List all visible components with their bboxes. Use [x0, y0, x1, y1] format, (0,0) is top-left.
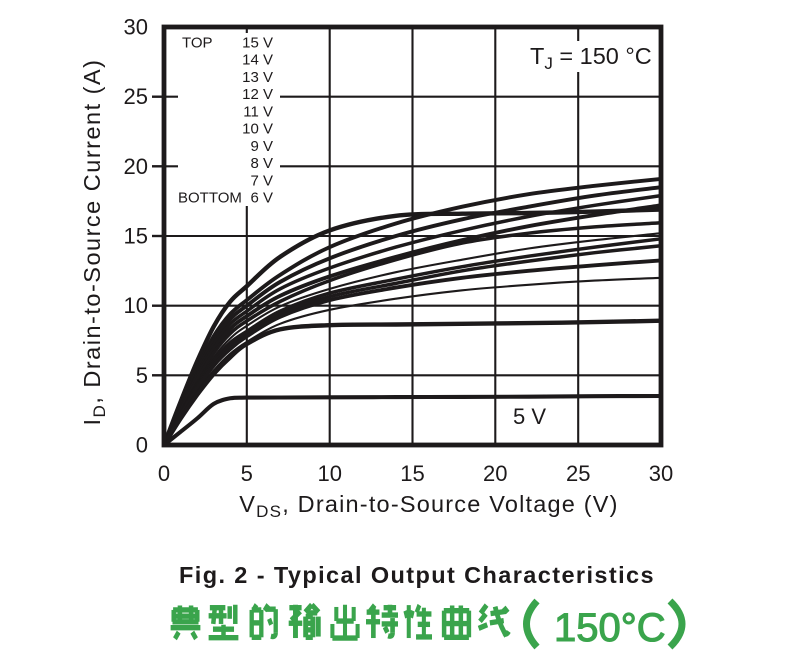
- svg-text:15: 15: [124, 224, 148, 249]
- svg-text:7 V: 7 V: [250, 172, 273, 189]
- svg-text:TOP: TOP: [182, 34, 213, 51]
- svg-text:20: 20: [124, 154, 148, 179]
- svg-text:12 V: 12 V: [242, 86, 273, 103]
- svg-text:20: 20: [483, 461, 507, 486]
- svg-text:0: 0: [158, 461, 170, 486]
- svg-text:25: 25: [566, 461, 590, 486]
- svg-text:14 V: 14 V: [242, 52, 273, 69]
- svg-text:13 V: 13 V: [242, 69, 273, 86]
- svg-text:BOTTOM: BOTTOM: [178, 190, 242, 207]
- svg-text:6 V: 6 V: [250, 190, 273, 207]
- svg-text:25: 25: [124, 84, 148, 109]
- svg-text:0: 0: [136, 433, 148, 458]
- svg-text:30: 30: [124, 15, 148, 40]
- svg-text:9 V: 9 V: [250, 138, 273, 155]
- svg-text:ID, Drain-to-Source Current (A: ID, Drain-to-Source Current (A): [79, 59, 109, 426]
- svg-text:Fig. 2 - Typical Output Charac: Fig. 2 - Typical Output Characteristics: [179, 562, 655, 588]
- svg-text:5 V: 5 V: [513, 404, 546, 429]
- svg-text:30: 30: [649, 461, 673, 486]
- svg-text:10: 10: [124, 293, 148, 318]
- svg-text:150°C: 150°C: [554, 606, 666, 650]
- svg-text:VDS, Drain-to-Source Voltage (: VDS, Drain-to-Source Voltage (V): [239, 491, 618, 521]
- svg-text:5: 5: [241, 461, 253, 486]
- svg-text:15: 15: [400, 461, 424, 486]
- svg-text:15 V: 15 V: [242, 34, 273, 51]
- svg-text:10: 10: [317, 461, 341, 486]
- svg-text:10 V: 10 V: [242, 121, 273, 138]
- svg-text:TJ = 150 °C: TJ = 150 °C: [530, 43, 652, 73]
- svg-text:8 V: 8 V: [250, 155, 273, 172]
- svg-text:11 V: 11 V: [243, 103, 273, 120]
- svg-text:5: 5: [136, 363, 148, 388]
